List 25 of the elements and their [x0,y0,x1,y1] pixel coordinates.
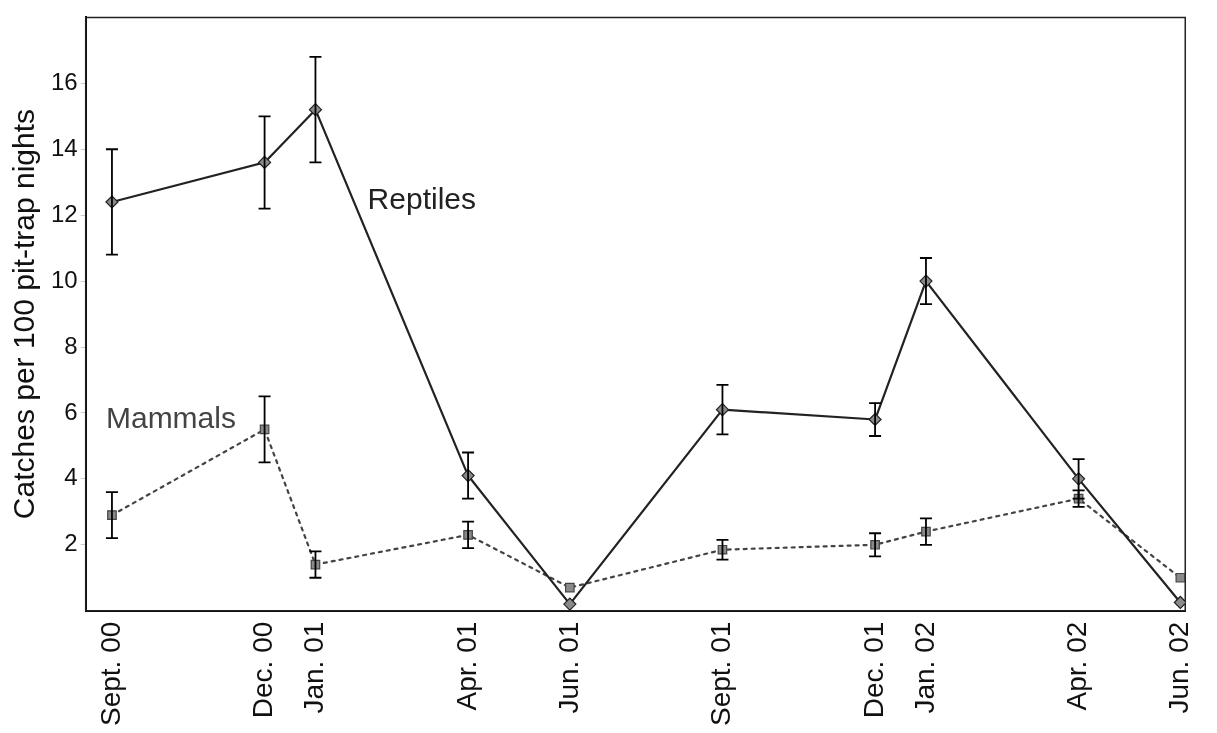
point [563,597,577,611]
x-tick-label: Sept. 00 [94,621,126,727]
x-tick-label: Dec. 00 [247,621,279,719]
y-tick-label: 14 [50,133,78,161]
y-tick-label: 12 [50,199,78,227]
x-tick-label: Apr. 02 [1061,621,1093,711]
y-tick-label: 16 [50,67,78,95]
point [564,582,575,593]
y-tick-label: 2 [64,529,78,557]
x-tick-label: Jun. 02 [1163,621,1195,714]
x-tick-label: Jan. 01 [298,621,330,714]
x-tick-label: Jun. 01 [552,621,584,714]
x-tick-label: Dec. 01 [857,621,889,719]
series-label: Mammals [105,401,236,435]
x-tick-label: Jan. 02 [908,621,940,714]
y-axis-title: Catches per 100 pit-trap nights [7,108,41,520]
point [1175,572,1186,583]
x-tick-label: Sept. 01 [705,621,737,727]
point [1173,595,1186,610]
series-label: Reptiles [367,182,476,216]
y-tick-label: 10 [50,265,78,293]
x-tick-label: Apr. 01 [450,621,482,711]
y-tick-label: 4 [64,463,78,491]
y-tick-label: 6 [64,397,78,425]
y-tick-label: 8 [64,331,78,359]
